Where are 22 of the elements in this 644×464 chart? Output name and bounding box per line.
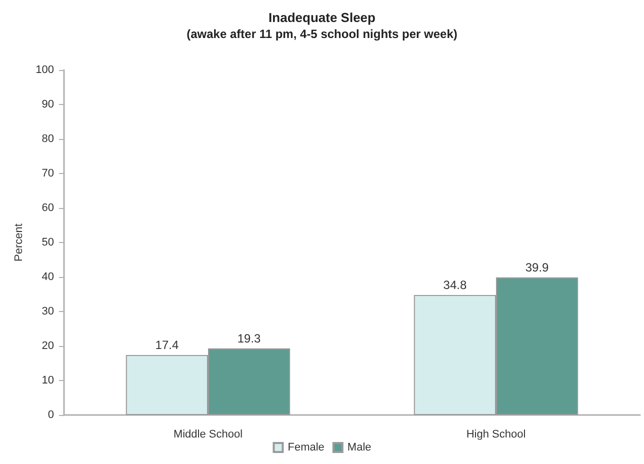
y-tick-label: 30 [42,306,54,318]
y-tick-label: 60 [42,202,54,214]
y-tick-label: 90 [42,98,54,110]
y-tick-label: 20 [42,340,54,352]
data-label: 39.9 [525,260,550,274]
y-tick-label: 100 [36,64,54,76]
y-tick-label: 50 [42,236,54,248]
chart-subtitle: (awake after 11 pm, 4-5 school nights per week) [186,27,458,41]
x-tick-label: Middle School [173,428,243,440]
y-tick-label: 80 [42,133,54,145]
y-tick-label: 40 [42,271,54,283]
x-tick-label: High School [466,428,526,440]
data-label: 19.3 [237,331,262,346]
data-label: 34.8 [443,278,467,292]
chart-title: Inadequate Sleep [268,10,376,25]
y-tick-label: 10 [42,374,54,386]
y-tick-label: 70 [42,168,54,180]
legend-label: Female [288,442,324,454]
y-tick-label: 0 [48,409,54,421]
y-axis-title: Percent [13,224,26,262]
data-label: 17.4 [155,338,179,352]
legend-label: Male [347,442,372,454]
